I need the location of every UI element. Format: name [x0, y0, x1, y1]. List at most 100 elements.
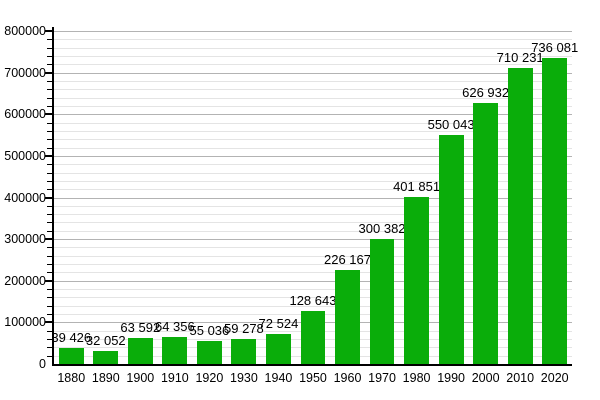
major-gridline	[54, 31, 572, 32]
minor-tick	[47, 255, 52, 257]
minor-tick	[47, 97, 52, 99]
minor-tick	[47, 189, 52, 191]
minor-tick	[47, 247, 52, 249]
minor-gridline	[54, 305, 572, 307]
major-gridline	[54, 280, 572, 282]
bar-value-label: 39 426	[51, 329, 92, 345]
major-tick	[45, 71, 52, 74]
y-axis-line	[52, 27, 54, 366]
bar: 736 081	[531, 40, 578, 364]
bar-slot: 55 036 1920	[189, 31, 229, 385]
minor-tick	[47, 122, 52, 124]
bar-slot: 710 231 2010	[497, 31, 544, 385]
major-tick	[45, 321, 52, 324]
bar: 55 036	[189, 324, 229, 364]
bar: 39 426	[51, 330, 91, 364]
minor-tick	[47, 314, 52, 316]
bar-value-label: 63 592	[120, 319, 161, 335]
minor-tick	[47, 347, 52, 349]
minor-tick	[47, 272, 52, 274]
major-tick	[45, 30, 52, 32]
minor-tick	[47, 330, 52, 332]
minor-tick	[47, 147, 52, 149]
minor-gridline	[54, 130, 572, 132]
minor-gridline	[54, 272, 572, 274]
minor-tick	[47, 130, 52, 132]
bar-slot: 39 426 1880	[51, 31, 91, 385]
major-tick	[45, 238, 52, 241]
bar: 300 382	[359, 222, 406, 364]
bar-slot: 72 524 1940	[258, 31, 299, 385]
minor-tick	[47, 39, 52, 41]
bar-slot: 59 278 1930	[224, 31, 264, 385]
minor-gridline	[54, 47, 572, 49]
bar-slot: 300 382 1970	[359, 31, 406, 386]
x-tick-label: 1960	[333, 371, 362, 385]
bar: 32 052	[86, 333, 126, 364]
major-tick	[45, 113, 52, 116]
major-gridline	[54, 239, 572, 241]
bar-slot: 64 356 1910	[155, 31, 195, 385]
bar: 59 278	[224, 322, 264, 364]
major-tick	[45, 279, 52, 282]
bar: 128 643	[289, 293, 336, 364]
x-tick-label: 1900	[126, 371, 155, 385]
x-tick-label: 1890	[91, 371, 120, 385]
major-tick	[45, 154, 52, 157]
bar: 226 167	[324, 252, 371, 364]
major-gridline	[54, 155, 572, 157]
minor-gridline	[54, 164, 572, 166]
minor-tick	[47, 355, 52, 357]
minor-tick	[47, 305, 52, 307]
minor-gridline	[54, 64, 572, 66]
major-gridline	[54, 114, 572, 116]
y-tick-label: 0	[39, 357, 46, 371]
minor-gridline	[54, 80, 572, 82]
bar-slot: 226 167 1960	[324, 31, 371, 385]
y-tick-label: 300000	[4, 232, 46, 247]
x-tick-label: 2010	[506, 371, 535, 385]
minor-gridline	[54, 230, 572, 232]
bar-value-label: 128 643	[289, 292, 337, 308]
minor-tick	[47, 205, 52, 207]
x-tick-label: 2000	[471, 371, 500, 385]
minor-tick	[47, 105, 52, 107]
bar: 401 851	[393, 179, 440, 364]
bar-slot: 128 643 1950	[289, 31, 336, 385]
bar-value-label: 300 382	[358, 221, 406, 236]
minor-gridline	[54, 297, 572, 299]
y-tick-label: 800000	[4, 24, 46, 38]
minor-gridline	[54, 97, 572, 99]
x-tick-label: 1950	[299, 371, 327, 385]
minor-tick	[47, 289, 52, 291]
major-gridline	[54, 72, 572, 74]
bar: 64 356	[155, 320, 195, 364]
minor-tick	[47, 80, 52, 82]
bar-value-label: 72 524	[258, 315, 299, 331]
bar-slot: 401 851 1980	[393, 31, 440, 385]
bars: 39 426 1880 32 052 1890 63 592 1900 64 356 1910…	[51, 31, 578, 386]
bar-slot: 32 052 1890	[86, 31, 126, 385]
minor-gridline	[54, 39, 572, 41]
minor-tick	[47, 339, 52, 341]
minor-gridline	[54, 289, 572, 291]
minor-gridline	[54, 55, 572, 57]
bar-value-label: 401 851	[393, 178, 441, 194]
minor-gridline	[54, 105, 572, 107]
y-axis-labels: 0 100000 200000 300000 400000 500000 600000 700…	[0, 24, 46, 371]
bar-value-label: 626 932	[462, 85, 510, 100]
x-tick-label: 1940	[264, 371, 293, 385]
x-tick-label: 1880	[57, 371, 86, 385]
bar: 550 043	[428, 118, 475, 364]
bar-value-label: 550 043	[427, 117, 475, 132]
minor-gridline	[54, 214, 572, 216]
y-axis-ticks	[45, 30, 572, 364]
x-axis-line	[52, 364, 572, 366]
y-tick-label: 400000	[4, 190, 46, 205]
bar-value-label: 55 036	[189, 323, 230, 339]
minor-tick	[47, 180, 52, 182]
y-tick-label: 600000	[4, 107, 46, 122]
bar-value-label: 226 167	[324, 251, 371, 267]
minor-gridline	[54, 247, 572, 249]
